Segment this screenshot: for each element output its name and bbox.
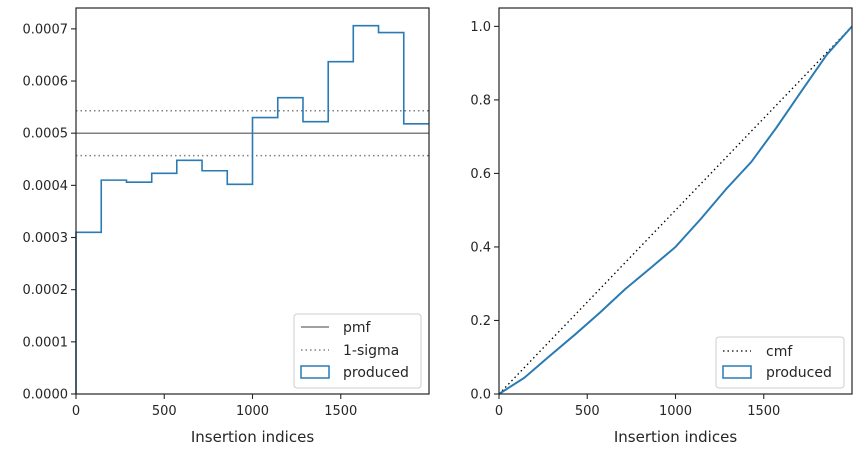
left-y-ticks: 0.0000 0.0001 0.0002 0.0003 0.0004 0.0005 0.00… <box>23 22 76 403</box>
right-axes-frame <box>498 7 853 395</box>
legend-produced-label: produced <box>343 365 409 381</box>
y-tick-label: 0.6 <box>470 167 491 182</box>
y-tick-label: 0.4 <box>470 240 491 255</box>
x-tick-label: 0 <box>495 404 503 419</box>
y-tick-label: 1.0 <box>470 20 491 35</box>
pmf-histogram-panel: 0 500 1000 1500 0.00000.00010.00020.00030.0… <box>23 7 430 446</box>
x-tick-label: 1500 <box>324 404 357 419</box>
x-tick-label: 0 <box>72 404 80 419</box>
legend-produced-swatch <box>722 365 752 379</box>
legend-produced-label: produced <box>766 365 832 381</box>
y-tick-label: 0.8 <box>470 93 491 108</box>
y-tick-label: 0.0000 <box>23 388 69 403</box>
legend-pmf-label: pmf <box>343 320 372 336</box>
y-tick-label: 0.0002 <box>23 283 69 298</box>
legend-1-sigma-label: 1-sigma <box>343 343 399 359</box>
y-tick-label: 0.0 <box>470 388 491 403</box>
left-legend-box <box>293 313 422 389</box>
left-x-axis-label: Insertion indices <box>191 428 314 446</box>
right-legend-box <box>715 336 845 389</box>
x-tick-label: 500 <box>152 404 177 419</box>
x-tick-label: 1500 <box>747 404 780 419</box>
y-tick-label: 0.0004 <box>23 179 69 194</box>
produced-cumulative-line <box>498 25 853 395</box>
right-x-ticks: 0 500 1000 1500 <box>495 394 780 419</box>
right-y-ticks: 0.0 0.2 0.4 0.6 0.8 1.0 <box>470 20 499 403</box>
y-tick-label: 0.0007 <box>23 22 69 37</box>
left-legend: pmf 1-sigma produced <box>293 313 422 389</box>
right-legend: cmf produced <box>715 336 845 389</box>
produced-histogram-step <box>75 24 429 394</box>
right-x-axis-label: Insertion indices <box>614 428 737 446</box>
y-tick-label: 0.2 <box>470 314 491 329</box>
left-x-ticks: 0 500 1000 1500 <box>72 394 357 419</box>
x-tick-label: 1000 <box>236 404 269 419</box>
y-tick-label: 0.0001 <box>23 335 69 350</box>
cmf-panel: 0 500 1000 1500 0.0 0.2 0.4 0.6 0.8 1.0 Insertio… <box>470 7 853 446</box>
y-tick-label: 0.0003 <box>23 231 69 246</box>
y-tick-label: 0.0005 <box>23 127 69 142</box>
x-tick-label: 1000 <box>659 404 692 419</box>
y-tick-label: 0.0006 <box>23 75 69 90</box>
legend-produced-swatch <box>300 365 330 379</box>
legend-cmf-label: cmf <box>766 344 793 360</box>
x-tick-label: 500 <box>575 404 600 419</box>
